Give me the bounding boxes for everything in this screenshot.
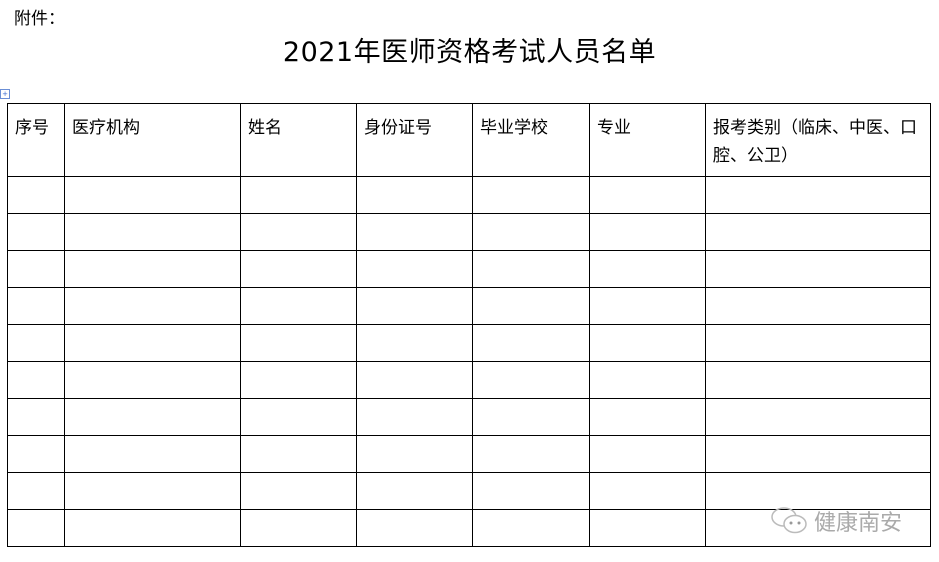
header-cell: 序号 — [7, 103, 65, 177]
table-cell[interactable] — [472, 398, 590, 436]
watermark: 健康南安 — [770, 505, 902, 537]
table-cell[interactable] — [589, 361, 706, 399]
table-cell[interactable] — [356, 287, 473, 325]
table-cell[interactable] — [589, 287, 706, 325]
table-cell[interactable] — [705, 435, 931, 473]
header-cell: 专业 — [589, 103, 706, 177]
table-cell[interactable] — [705, 361, 931, 399]
table-cell[interactable] — [7, 287, 65, 325]
table-cell[interactable] — [472, 361, 590, 399]
table-cell[interactable] — [7, 509, 65, 547]
table-cell[interactable] — [472, 324, 590, 362]
table-cell[interactable] — [705, 472, 931, 510]
header-cell: 毕业学校 — [472, 103, 590, 177]
table-cell[interactable] — [64, 435, 241, 473]
header-cell: 医疗机构 — [64, 103, 241, 177]
table-row — [7, 509, 931, 547]
page-title: 2021年医师资格考试人员名单 — [282, 37, 657, 68]
table-cell[interactable] — [472, 472, 590, 510]
table-cell[interactable] — [705, 176, 931, 214]
table-row — [7, 250, 931, 288]
attachment-label: 附件： — [14, 9, 65, 29]
table-cell[interactable] — [472, 250, 590, 288]
table-cell[interactable] — [356, 361, 473, 399]
table-row — [7, 435, 931, 473]
table-cell[interactable] — [240, 509, 357, 547]
table-move-handle-icon[interactable]: + — [0, 89, 10, 99]
table-cell[interactable] — [705, 213, 931, 251]
header-cell: 姓名 — [240, 103, 357, 177]
table-cell[interactable] — [64, 213, 241, 251]
table-cell[interactable] — [472, 435, 590, 473]
table-cell[interactable] — [589, 435, 706, 473]
table-cell[interactable] — [64, 472, 241, 510]
table-cell[interactable] — [356, 324, 473, 362]
table-row — [7, 361, 931, 399]
personnel-table: 序号 医疗机构 姓名 身份证号 毕业学校 专业 报考类别（临床、中医、口腔、公卫… — [7, 103, 931, 547]
table-cell[interactable] — [705, 509, 931, 547]
table-row — [7, 213, 931, 251]
table-cell[interactable] — [356, 213, 473, 251]
table-cell[interactable] — [589, 509, 706, 547]
table-cell[interactable] — [7, 176, 65, 214]
table-cell[interactable] — [705, 287, 931, 325]
wechat-icon — [771, 507, 807, 534]
table-cell[interactable] — [356, 250, 473, 288]
table-cell[interactable] — [472, 213, 590, 251]
table-cell[interactable] — [7, 398, 65, 436]
table-cell[interactable] — [240, 250, 357, 288]
table-row — [7, 324, 931, 362]
table-cell[interactable] — [64, 398, 241, 436]
table-cell[interactable] — [240, 287, 357, 325]
table-cell[interactable] — [356, 398, 473, 436]
table-cell[interactable] — [705, 324, 931, 362]
watermark-text: 健康南安 — [814, 511, 903, 536]
table-cell[interactable] — [64, 324, 241, 362]
table-row — [7, 472, 931, 510]
table-cell[interactable] — [7, 324, 65, 362]
table-header-row: 序号 医疗机构 姓名 身份证号 毕业学校 专业 报考类别（临床、中医、口腔、公卫… — [7, 103, 931, 177]
header-cell: 身份证号 — [356, 103, 473, 177]
table-row — [7, 398, 931, 436]
table-cell[interactable] — [240, 472, 357, 510]
table-cell[interactable] — [705, 250, 931, 288]
table-cell[interactable] — [240, 213, 357, 251]
table-cell[interactable] — [705, 398, 931, 436]
table-cell[interactable] — [472, 509, 590, 547]
table-row — [7, 176, 931, 214]
table-cell[interactable] — [472, 176, 590, 214]
table-cell[interactable] — [589, 398, 706, 436]
table-cell[interactable] — [240, 176, 357, 214]
table-cell[interactable] — [589, 213, 706, 251]
table-cell[interactable] — [240, 324, 357, 362]
table-cell[interactable] — [240, 435, 357, 473]
table-cell[interactable] — [64, 361, 241, 399]
table-cell[interactable] — [589, 176, 706, 214]
table-cell[interactable] — [356, 472, 473, 510]
table-cell[interactable] — [356, 435, 473, 473]
table-cell[interactable] — [7, 472, 65, 510]
table-cell[interactable] — [472, 287, 590, 325]
table-cell[interactable] — [64, 176, 241, 214]
table-cell[interactable] — [589, 472, 706, 510]
table-cell[interactable] — [7, 213, 65, 251]
table-row — [7, 287, 931, 325]
table-cell[interactable] — [589, 324, 706, 362]
table-cell[interactable] — [7, 435, 65, 473]
table-cell[interactable] — [356, 176, 473, 214]
table-cell[interactable] — [64, 250, 241, 288]
header-cell: 报考类别（临床、中医、口腔、公卫） — [705, 103, 931, 177]
table-cell[interactable] — [356, 509, 473, 547]
table-cell[interactable] — [7, 250, 65, 288]
table-cell[interactable] — [240, 398, 357, 436]
table-cell[interactable] — [64, 287, 241, 325]
table-cell[interactable] — [240, 361, 357, 399]
table-cell[interactable] — [589, 250, 706, 288]
table-cell[interactable] — [7, 361, 65, 399]
table-cell[interactable] — [64, 509, 241, 547]
